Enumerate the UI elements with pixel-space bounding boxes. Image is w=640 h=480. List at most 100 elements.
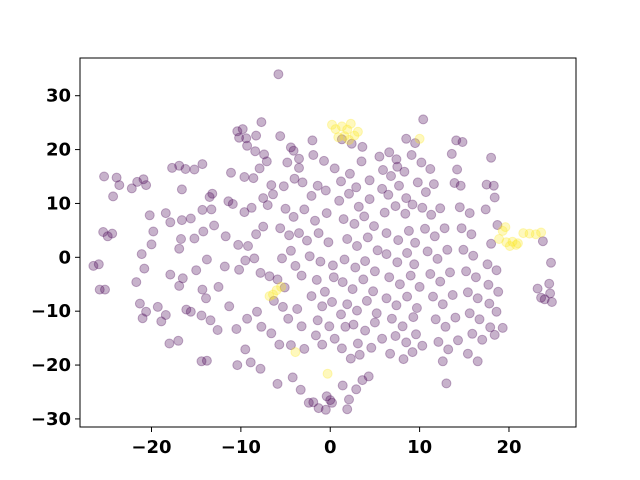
scatter-point-series-0-17 [146, 239, 157, 250]
scatter-point-series-0-109 [285, 245, 296, 256]
scatter-point-series-0-62 [201, 355, 212, 366]
scatter-point-series-0-247 [405, 270, 416, 281]
scatter-point-series-0-240 [410, 237, 421, 248]
scatter-point-series-1-0 [327, 119, 337, 130]
scatter-point-series-0-38 [165, 217, 176, 228]
scatter-point-series-0-233 [379, 207, 390, 218]
scatter-point-series-0-143 [282, 157, 293, 168]
scatter-point-series-0-104 [264, 271, 275, 282]
scatter-point-series-0-44 [174, 243, 185, 254]
scatter-point-series-0-210 [361, 295, 372, 306]
scatter-point-series-0-272 [426, 209, 437, 220]
scatter-point-series-0-21 [134, 298, 145, 309]
scatter-point-series-0-189 [344, 188, 354, 199]
scatter-point-series-0-301 [464, 208, 475, 219]
points-layer [88, 69, 557, 415]
scatter-point-series-0-66 [224, 301, 235, 312]
scatter-point-series-0-54 [201, 293, 211, 304]
scatter-point-series-0-97 [251, 229, 262, 240]
scatter-point-series-0-23 [141, 306, 152, 317]
scatter-point-series-0-169 [328, 272, 339, 283]
scatter-point-series-0-245 [384, 272, 395, 283]
scatter-point-series-0-10 [107, 228, 118, 239]
x-tick-label: 0 [324, 437, 337, 458]
scatter-point-series-0-60 [212, 325, 223, 335]
scatter-point-series-0-74 [241, 133, 252, 144]
scatter-point-series-0-48 [165, 269, 176, 280]
scatter-point-series-0-239 [403, 225, 414, 236]
scatter-point-series-0-213 [360, 325, 371, 336]
scatter-point-series-0-9 [102, 231, 113, 242]
scatter-point-series-0-29 [167, 162, 178, 173]
scatter-point-series-0-3 [108, 191, 119, 202]
scatter-point-series-0-0 [99, 171, 110, 182]
scatter-point-series-0-192 [338, 214, 349, 225]
scatter-point-series-0-300 [454, 202, 465, 213]
scatter-point-series-0-270 [428, 179, 439, 190]
scatter-point-series-0-179 [340, 321, 351, 332]
scatter-point-series-0-338 [546, 257, 556, 268]
scatter-point-series-0-146 [308, 150, 319, 160]
scatter-point-series-0-148 [329, 163, 340, 174]
scatter-point-series-0-297 [452, 164, 463, 175]
scatter-point-series-0-260 [407, 347, 418, 358]
scatter-point-series-0-263 [410, 138, 421, 149]
scatter-point-series-0-199 [372, 245, 383, 256]
scatter-point-series-0-100 [234, 264, 245, 275]
scatter-point-series-1-11 [494, 234, 505, 244]
scatter-point-series-0-283 [428, 291, 438, 302]
scatter-point-series-0-173 [312, 315, 323, 326]
scatter-point-series-0-196 [342, 234, 353, 244]
scatter-point-series-0-108 [284, 230, 295, 241]
scatter-point-series-0-271 [417, 202, 428, 213]
scatter-point-series-0-90 [239, 207, 250, 218]
scatter-point-series-0-251 [402, 291, 413, 302]
scatter-point-series-0-227 [392, 161, 403, 172]
scatter-point-series-0-309 [472, 293, 483, 304]
scatter-point-series-1-18 [524, 228, 535, 239]
scatter-point-series-1-25 [276, 281, 287, 292]
scatter-point-series-0-31 [180, 164, 191, 174]
scatter-point-series-0-244 [409, 259, 420, 270]
scatter-point-series-0-134 [344, 394, 354, 405]
scatter-point-series-0-329 [485, 322, 496, 333]
scatter-point-series-0-55 [213, 281, 224, 292]
scatter-point-series-0-142 [294, 153, 304, 164]
scatter-point-series-1-1 [330, 124, 341, 135]
scatter-point-series-0-205 [347, 284, 358, 295]
scatter-point-series-0-335 [545, 288, 556, 299]
ticks-layer: −20 −10 0 10 20 −30 −20 −10 0 10 20 30 [31, 86, 522, 458]
scatter-point-series-0-122 [255, 363, 266, 374]
x-tick-label: 20 [496, 437, 521, 458]
scatter-point-series-1-17 [518, 228, 529, 239]
scatter-point-series-0-42 [206, 204, 217, 215]
scatter-point-series-0-99 [219, 261, 230, 272]
scatter-point-series-0-279 [442, 244, 453, 255]
scatter-point-series-0-302 [456, 223, 467, 234]
scatter-point-series-0-243 [402, 248, 413, 258]
scatter-point-series-0-129 [321, 391, 332, 402]
scatter-point-series-0-127 [308, 397, 319, 408]
scatter-point-series-0-4 [132, 176, 143, 187]
scatter-point-series-0-117 [296, 321, 307, 332]
scatter-point-series-0-65 [245, 357, 256, 368]
scatter-point-series-0-32 [189, 164, 200, 175]
scatter-point-series-1-7 [344, 134, 354, 145]
y-tick-label: 10 [46, 193, 71, 214]
scatter-point-series-0-57 [185, 306, 196, 317]
scatter-point-series-0-68 [242, 313, 253, 324]
scatter-point-series-0-306 [461, 266, 472, 277]
scatter-point-series-0-126 [303, 397, 314, 408]
scatter-point-series-0-120 [285, 340, 296, 351]
scatter-point-series-0-111 [290, 260, 301, 271]
scatter-point-series-0-323 [482, 259, 493, 270]
scatter-point-series-0-76 [250, 146, 261, 157]
scatter-point-series-0-212 [348, 319, 359, 330]
scatter-point-series-0-336 [544, 278, 555, 289]
scatter-point-series-0-326 [493, 286, 504, 297]
scatter-point-series-0-110 [277, 253, 287, 264]
scatter-point-series-0-181 [345, 353, 356, 364]
scatter-point-series-0-208 [342, 299, 353, 310]
scatter-point-series-0-330 [489, 329, 500, 340]
scatter-point-series-1-12 [497, 225, 508, 236]
